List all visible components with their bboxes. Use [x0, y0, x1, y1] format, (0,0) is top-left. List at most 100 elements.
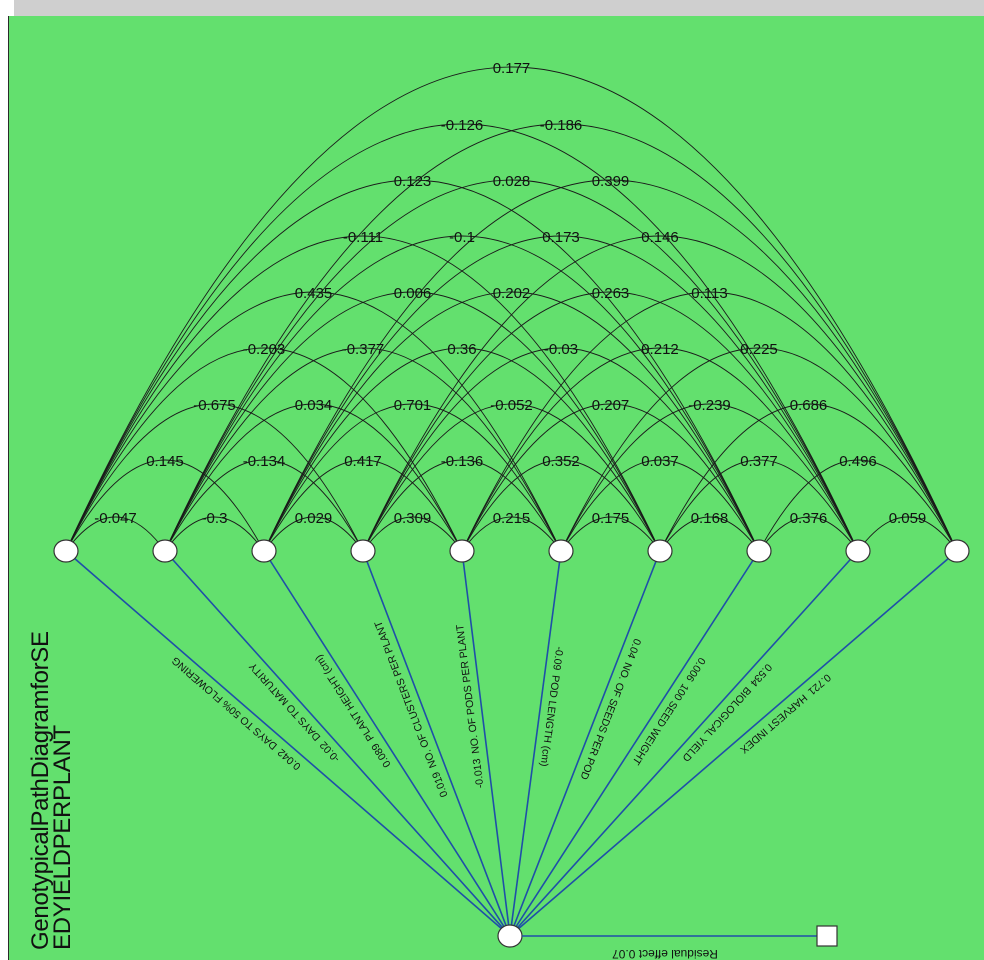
correlation-label-5-7: 0.352	[542, 453, 580, 470]
path-line-8	[509, 550, 760, 937]
correlation-label-3-4: 0.029	[295, 510, 333, 527]
trait-nodes	[53, 539, 970, 948]
correlation-arc-4-6	[362, 459, 562, 552]
correlation-arc-9-10	[857, 516, 958, 552]
correlation-label-1-4: -0.675	[193, 397, 236, 414]
correlation-arc-2-9	[164, 179, 859, 552]
path-label-6: -0.09 POD LENGTH (cm)	[538, 646, 566, 768]
correlation-label-2-6: -0.377	[342, 341, 385, 358]
path-line-3	[263, 550, 511, 937]
correlation-label-3-6: 0.701	[394, 397, 432, 414]
path-line-9	[509, 550, 859, 937]
correlation-arc-4-8	[362, 347, 760, 552]
correlation-label-1-8: 0.123	[394, 173, 432, 190]
direct-effect-value-8: 0.006	[683, 655, 707, 684]
correlation-label-3-7: 0.36	[447, 341, 476, 358]
path-line-2	[164, 550, 511, 937]
path-label-1: 0.042DAYS TO 50% FLOWERING	[170, 654, 304, 772]
correlation-arc-1-5	[65, 347, 463, 552]
correlation-label-2-7: 0.006	[394, 285, 432, 302]
correlation-label-8-9: 0.376	[790, 510, 828, 527]
direct-effect-value-3: 0.089	[369, 741, 393, 770]
correlation-label-4-10: 0.146	[641, 229, 679, 246]
correlation-label-3-9: 0.173	[542, 229, 580, 246]
correlation-label-7-8: 0.168	[691, 510, 729, 527]
correlation-label-6-10: 0.225	[740, 341, 778, 358]
trait-name-9: BIOLOGICAL YIELD	[679, 684, 753, 764]
correlation-arc-2-8	[164, 235, 760, 552]
correlation-label-4-7: -0.052	[490, 397, 533, 414]
correlation-arc-6-9	[560, 403, 859, 552]
correlation-label-1-3: 0.145	[146, 453, 184, 470]
correlation-arc-4-7	[362, 403, 661, 552]
correlation-label-5-9: 0.212	[641, 341, 679, 358]
correlation-label-6-8: 0.037	[641, 453, 679, 470]
correlation-label-2-5: 0.034	[295, 397, 333, 414]
correlation-label-3-5: 0.417	[344, 453, 382, 470]
correlation-label-4-9: 0.263	[592, 285, 630, 302]
correlation-arc-8-9	[758, 516, 859, 552]
correlation-label-1-6: 0.435	[295, 285, 333, 302]
direct-effect-value-2: -0.02	[318, 739, 343, 765]
correlation-label-6-9: -0.239	[688, 397, 731, 414]
path-line-10	[509, 550, 958, 937]
direct-effect-value-9: 0.534	[748, 661, 775, 689]
correlation-arc-4-9	[362, 291, 859, 552]
correlation-arc-4-10	[362, 235, 958, 552]
correlation-arc-5-9	[461, 347, 859, 552]
correlation-arc-3-9	[263, 235, 859, 552]
correlation-label-5-6: 0.215	[493, 510, 531, 527]
correlation-arc-8-10	[758, 459, 958, 552]
correlation-arc-7-10	[659, 403, 958, 552]
trait-name-7: NO. OF SEEDS PER POD	[577, 660, 634, 781]
correlation-arc-3-8	[263, 291, 760, 552]
residual-node	[816, 925, 838, 947]
trait-node-4	[350, 539, 376, 563]
correlation-arc-3-5	[263, 459, 463, 552]
trait-node-9	[845, 539, 871, 563]
correlation-arc-5-7	[461, 459, 661, 552]
trait-name-6: POD LENGTH (cm)	[538, 674, 562, 767]
correlation-arc-1-9	[65, 123, 859, 552]
path-line-6	[509, 550, 562, 937]
correlation-arc-3-4	[263, 516, 364, 552]
path-line-1	[65, 550, 511, 937]
correlation-label-2-4: -0.134	[243, 453, 286, 470]
correlation-arc-5-8	[461, 403, 760, 552]
correlation-label-6-7: 0.175	[592, 510, 630, 527]
correlation-arc-6-10	[560, 347, 958, 552]
path-label-4: 0.019NO. OF CLUSTERS PER PLANT	[372, 619, 450, 799]
correlation-labels: -0.047 -0.3 0.029 0.309 0.215 0.175 0.168 0.376…	[94, 60, 926, 527]
path-line-5	[461, 550, 511, 937]
path-line-7	[509, 550, 661, 937]
trait-name-10: HARVEST INDEX	[738, 692, 810, 756]
yield-node	[497, 924, 523, 948]
trait-node-10	[944, 539, 970, 563]
correlation-arc-6-7	[560, 516, 661, 552]
trait-name-5: NO. OF PODS PER PLANT	[454, 623, 482, 754]
correlation-label-1-10: 0.177	[493, 60, 531, 77]
window-top-bar	[0, 0, 984, 16]
direct-effect-value-6: -0.09	[550, 646, 565, 671]
trait-node-3	[251, 539, 277, 563]
correlation-label-8-10: 0.496	[839, 453, 877, 470]
diagram-title-line-2: EDYIELDPERPLANT	[49, 725, 76, 950]
correlation-label-2-3: -0.3	[202, 510, 228, 527]
correlation-arc-2-6	[164, 347, 562, 552]
correlation-arc-1-6	[65, 291, 562, 552]
correlation-arcs	[65, 66, 958, 552]
correlation-label-1-2: -0.047	[94, 510, 137, 527]
top-bar-accent	[0, 0, 14, 16]
correlation-label-4-8: -0.03	[544, 341, 578, 358]
direct-effect-value-1: 0.042	[276, 746, 304, 772]
correlation-label-3-10: 0.399	[592, 173, 630, 190]
diagram-title-text: GenotypicalPathDiagramforSE EDYIELDPERPL…	[27, 631, 76, 950]
correlation-arc-6-8	[560, 459, 760, 552]
correlation-arc-1-7	[65, 235, 661, 552]
direct-effect-value-5: -0.013	[471, 758, 487, 789]
direct-effect-value-10: 0.721	[805, 671, 833, 697]
correlation-arc-7-9	[659, 459, 859, 552]
correlation-arc-2-4	[164, 459, 364, 552]
path-line-4	[362, 550, 511, 937]
correlation-label-4-5: 0.309	[394, 510, 432, 527]
